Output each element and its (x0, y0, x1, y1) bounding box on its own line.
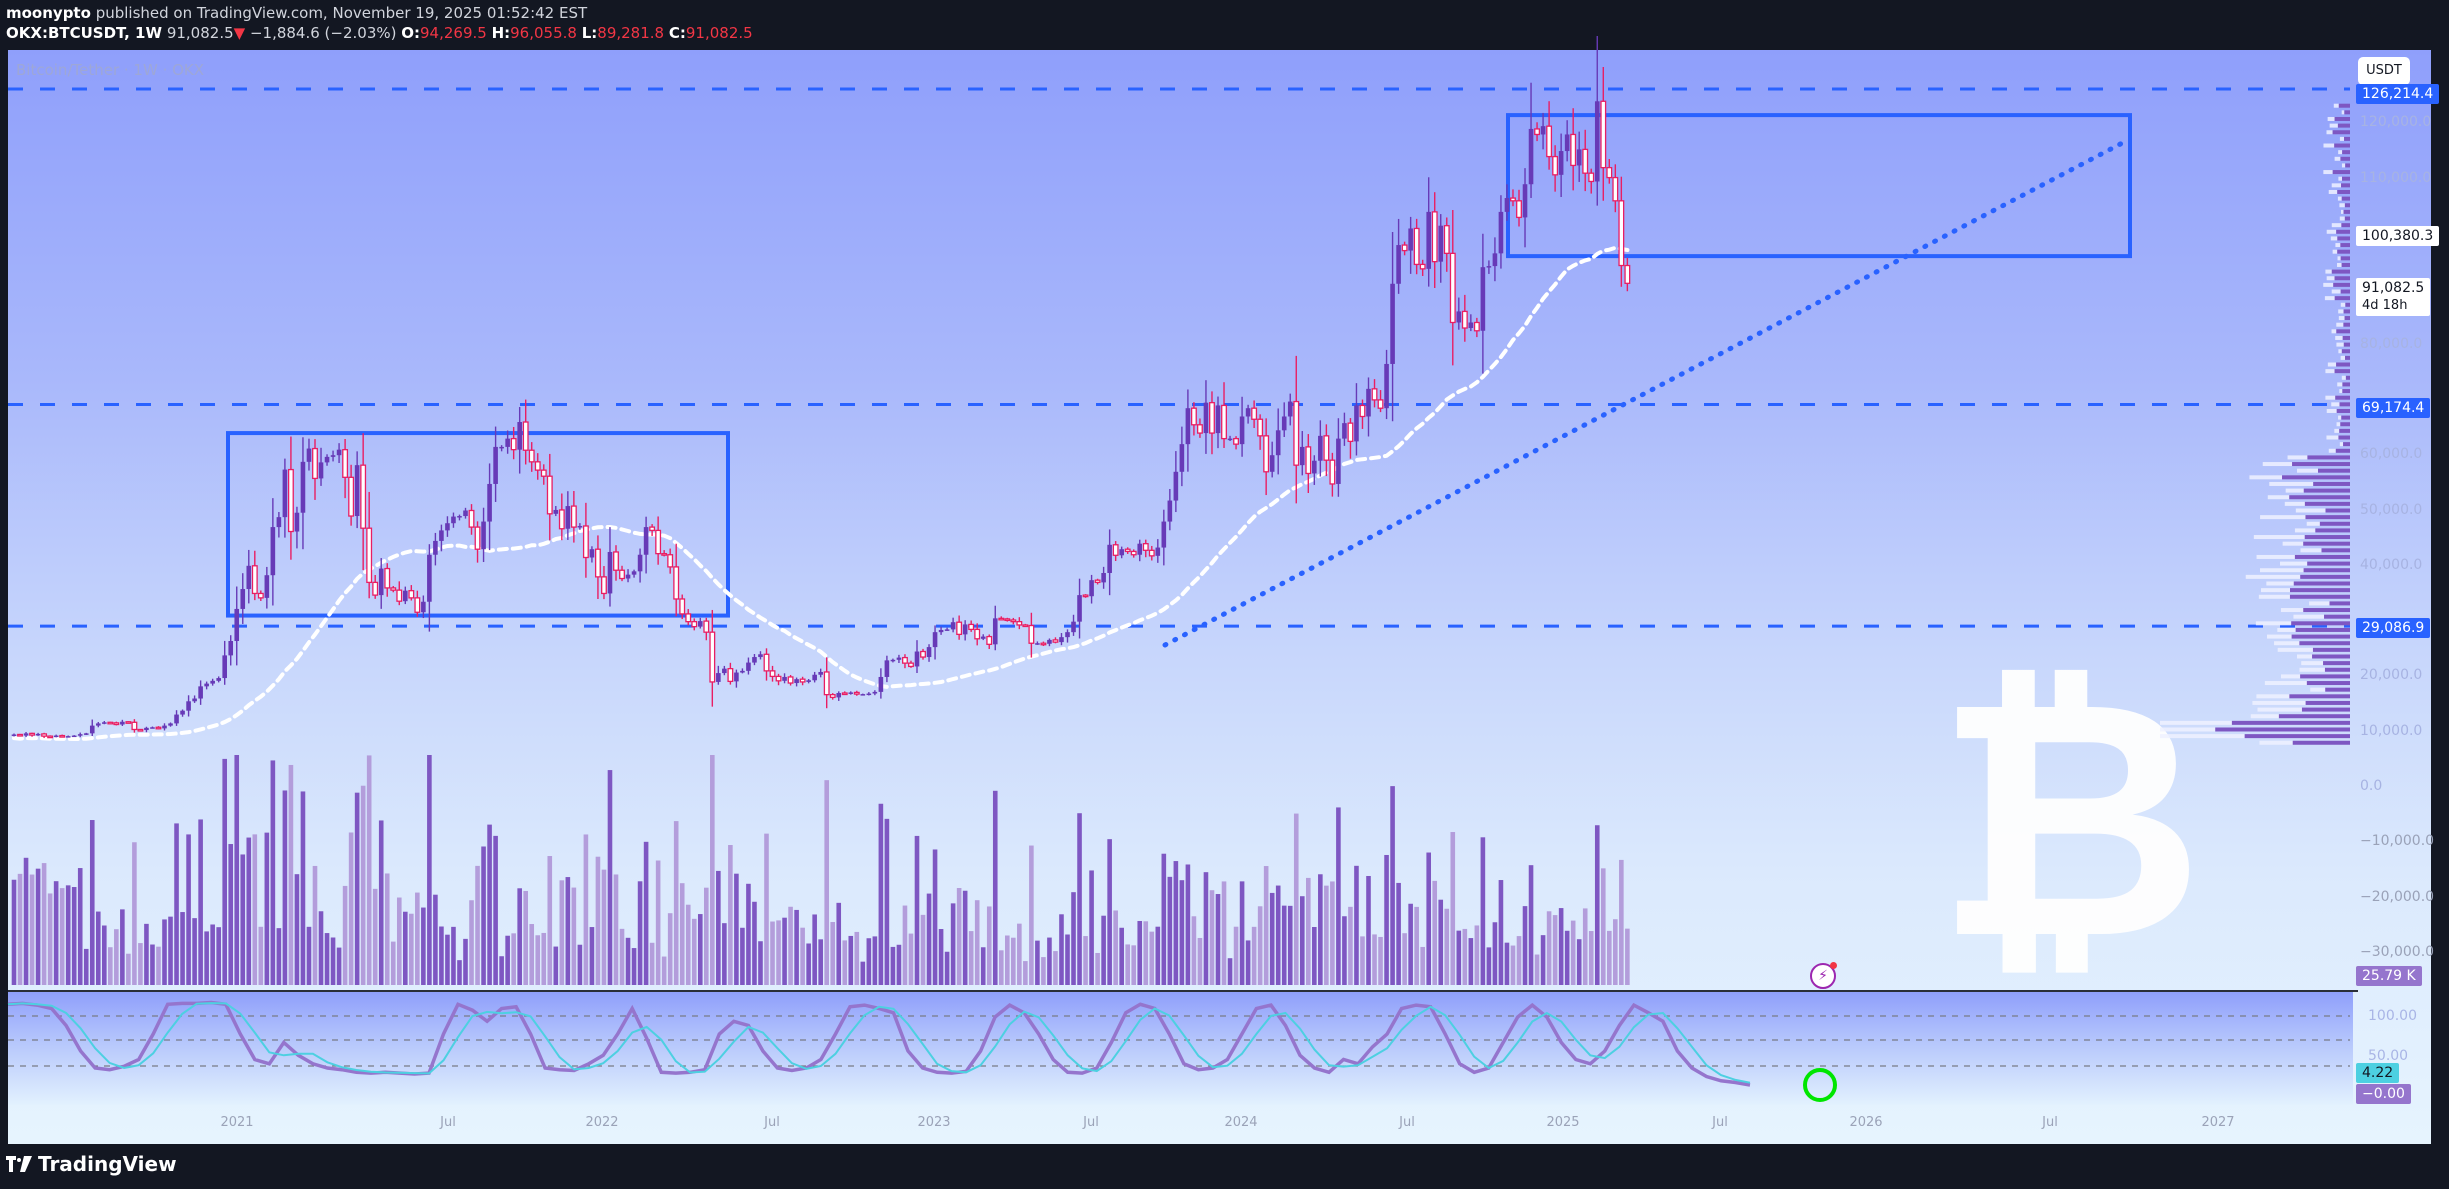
stoch-rsi-pane[interactable] (8, 992, 2353, 1105)
price-tick: 60,000.0 (2360, 446, 2423, 463)
time-tick: 2023 (917, 1115, 951, 1130)
symbol: OKX:BTCUSDT, 1W (6, 24, 163, 42)
price-tick: 20,000.0 (2360, 667, 2423, 684)
time-tick: 2022 (585, 1115, 619, 1130)
price-tick: 120,000.0 (2360, 114, 2432, 131)
pane-separator[interactable] (8, 990, 2358, 992)
high-value: 96,055.8 (510, 24, 577, 42)
time-tick: 2026 (1849, 1115, 1883, 1130)
price-change: −1,884.6 (−2.03%) (249, 24, 397, 42)
time-tick: Jul (1712, 1115, 1728, 1130)
time-tick: Jul (2042, 1115, 2058, 1130)
brand-name: TradingView (38, 1152, 177, 1176)
time-tick: 2027 (2201, 1115, 2235, 1130)
ohlc-legend: OKX:BTCUSDT, 1W 91,082.5▼ −1,884.6 (−2.0… (6, 24, 753, 42)
stoch-d-tag: −0.00 (2356, 1084, 2411, 1104)
notification-dot (1830, 962, 1837, 969)
last-price-tag: 91,082.5 4d 18h (2356, 278, 2431, 316)
open-value: 94,269.5 (420, 24, 487, 42)
stoch-tick-50: 50.00 (2368, 1048, 2409, 1064)
lightning-icon[interactable]: ⚡ (1810, 962, 1837, 989)
tradingview-logo[interactable]: TradingView (6, 1152, 177, 1176)
price-tick: 0.0 (2360, 778, 2383, 794)
price-tick: 10,000.0 (2360, 722, 2423, 739)
time-tick: Jul (1083, 1115, 1099, 1130)
low-value: 89,281.8 (597, 24, 665, 42)
chart-watermark: Bitcoin/Tether · 1W · OKX (16, 61, 205, 79)
published-text: published on TradingView.com, November 1… (95, 4, 588, 22)
down-arrow-icon: ▼ (233, 24, 246, 42)
price-tick: −20,000.0 (2360, 888, 2435, 905)
level-tag-top: 126,214.4 (2356, 84, 2440, 104)
currency-button[interactable]: USDT (2358, 57, 2410, 85)
time-tick: Jul (1399, 1115, 1415, 1130)
bar-countdown: 4d 18h (2362, 298, 2408, 313)
price-tick: −30,000.0 (2360, 943, 2435, 960)
time-tick: Jul (764, 1115, 780, 1130)
price-tick: 110,000.0 (2360, 169, 2432, 186)
price-tick: 80,000.0 (2360, 335, 2423, 352)
last-price: 91,082.5 (166, 24, 234, 42)
volume-tag: 25.79 K (2356, 966, 2422, 986)
level-tag-mid: 69,174.4 (2356, 398, 2431, 418)
close-value: 91,082.5 (685, 24, 753, 42)
tradingview-logo-icon (6, 1156, 32, 1172)
level-tag-low: 29,086.9 (2356, 618, 2431, 638)
ma-value-tag: 100,380.3 (2356, 226, 2440, 246)
stoch-tick-100: 100.00 (2368, 1008, 2417, 1024)
price-tick: 40,000.0 (2360, 556, 2423, 573)
author[interactable]: moonypto (6, 4, 91, 22)
price-tick: 50,000.0 (2360, 501, 2423, 518)
time-tick: 2024 (1224, 1115, 1258, 1130)
bitcoin-logo-icon: ₿ (1935, 628, 2204, 1012)
time-tick: 2021 (220, 1115, 254, 1130)
publish-info: moonypto published on TradingView.com, N… (6, 4, 587, 22)
time-tick: 2025 (1546, 1115, 1580, 1130)
stoch-k-tag: 4.22 (2356, 1063, 2400, 1083)
time-tick: Jul (440, 1115, 456, 1130)
price-tick: −10,000.0 (2360, 833, 2435, 850)
last-price-value: 91,082.5 (2362, 280, 2425, 296)
